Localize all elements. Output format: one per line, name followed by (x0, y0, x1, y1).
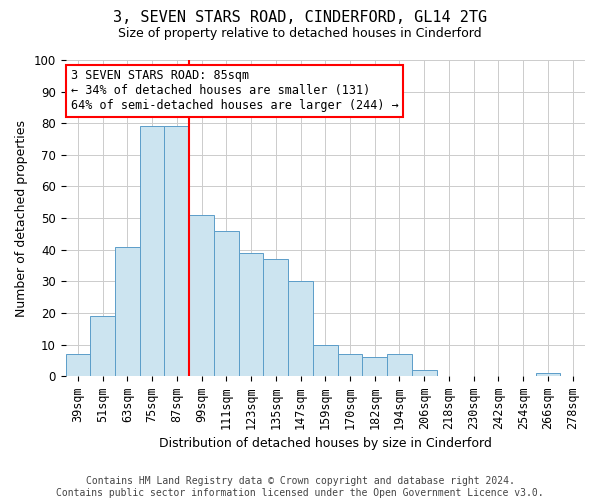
Y-axis label: Number of detached properties: Number of detached properties (15, 120, 28, 316)
Text: 3 SEVEN STARS ROAD: 85sqm
← 34% of detached houses are smaller (131)
64% of semi: 3 SEVEN STARS ROAD: 85sqm ← 34% of detac… (71, 70, 398, 112)
Bar (263, 259, 288, 376)
Bar (239, 253, 263, 376)
Bar (65, 354, 90, 376)
Text: Contains HM Land Registry data © Crown copyright and database right 2024.
Contai: Contains HM Land Registry data © Crown c… (56, 476, 544, 498)
Bar (164, 126, 189, 376)
X-axis label: Distribution of detached houses by size in Cinderford: Distribution of detached houses by size … (159, 437, 492, 450)
Bar (412, 370, 437, 376)
Bar (387, 354, 412, 376)
Bar (214, 230, 239, 376)
Bar (90, 316, 115, 376)
Bar (313, 344, 338, 376)
Text: Size of property relative to detached houses in Cinderford: Size of property relative to detached ho… (118, 28, 482, 40)
Bar (189, 215, 214, 376)
Bar (362, 357, 387, 376)
Text: 3, SEVEN STARS ROAD, CINDERFORD, GL14 2TG: 3, SEVEN STARS ROAD, CINDERFORD, GL14 2T… (113, 10, 487, 25)
Bar (536, 373, 560, 376)
Bar (140, 126, 164, 376)
Bar (115, 246, 140, 376)
Bar (288, 282, 313, 376)
Bar (338, 354, 362, 376)
